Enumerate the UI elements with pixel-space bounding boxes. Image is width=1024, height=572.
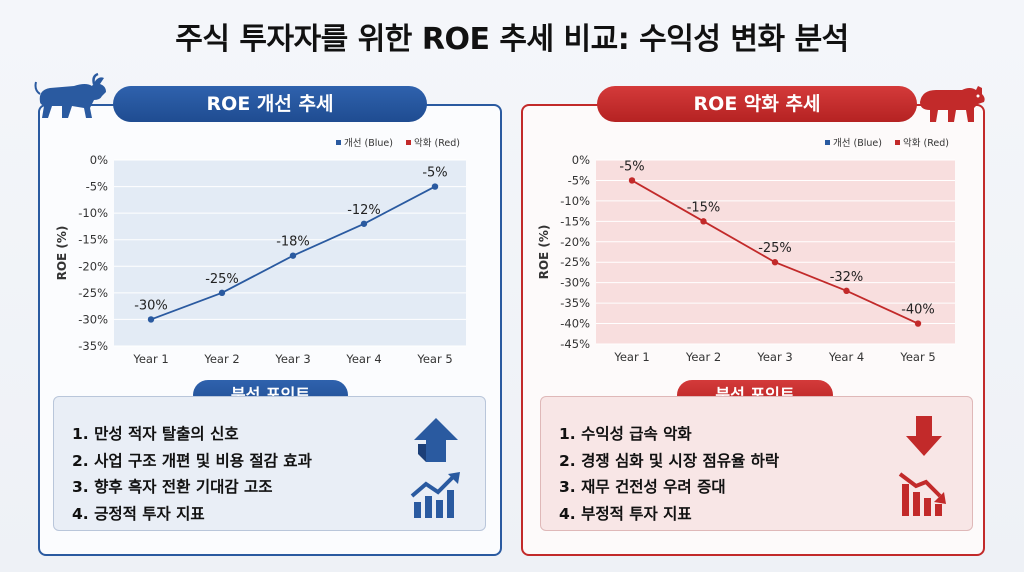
page-title: 주식 투자자를 위한 ROE 추세 비교: 수익성 변화 분석 [175, 22, 849, 57]
improvement-data-label: -30% [134, 298, 168, 313]
list-item: 1. 만성 적자 탈출의 신호 [72, 425, 239, 443]
deterioration-xtick-label: Year 4 [828, 350, 864, 364]
improvement-ytick-label: -25% [78, 286, 108, 300]
bull-icon [34, 72, 106, 118]
deterioration-data-label: -25% [758, 241, 792, 256]
improvement-legend-label: 개선 (Blue) [344, 138, 393, 149]
deterioration-xtick-label: Year 3 [756, 350, 792, 364]
improvement-ytick-label: -20% [78, 259, 108, 273]
improvement-xtick-label: Year 5 [416, 352, 452, 366]
improvement-data-label: -25% [205, 272, 239, 287]
list-item: 3. 향후 흑자 전환 기대감 고조 [72, 478, 273, 496]
deterioration-ytick-label: -45% [560, 337, 590, 351]
improvement-data-label: -18% [276, 235, 310, 250]
improvement-ytick-label: -30% [78, 312, 108, 326]
list-item: 4. 긍정적 투자 지표 [72, 504, 205, 523]
improvement-legend-swatch [406, 140, 411, 145]
improvement-ytick-label: -35% [78, 339, 108, 353]
improvement-legend-label: 악화 (Red) [414, 137, 460, 149]
deterioration-data-label: -5% [619, 159, 644, 174]
improvement-data-label: -12% [347, 203, 381, 218]
deterioration-legend-label: 개선 (Blue) [833, 138, 882, 149]
improvement-data-point [360, 220, 368, 227]
deterioration-ytick-label: -5% [568, 173, 590, 187]
list-item: 1. 수익성 급속 악화 [559, 425, 692, 443]
deterioration-ytick-label: -15% [560, 214, 590, 228]
improvement-chart: 0% -5% -10% -15% -20% -25% -30% -35% Year 1 Year … [55, 137, 466, 366]
improvement-plot-area [114, 160, 466, 346]
improvement-data-point [218, 289, 226, 297]
deterioration-data-point [914, 320, 922, 327]
improvement-points-list: 1. 만성 적자 탈출의 신호 2. 사업 구조 개편 및 비용 절감 효과 3… [72, 421, 312, 527]
deterioration-ytick-label: -20% [560, 235, 590, 249]
deterioration-ytick-label: -25% [560, 255, 590, 269]
deterioration-legend-label: 악화 (Red) [903, 137, 949, 149]
deterioration-legend-swatch [825, 140, 830, 145]
deterioration-points-box: 1. 수익성 급속 악화 2. 경쟁 심화 및 시장 점유율 하락 3. 재무 … [540, 396, 973, 531]
deterioration-xtick-label: Year 2 [685, 350, 721, 364]
deterioration-ytick-label: -30% [560, 276, 590, 290]
improvement-ytick-label: -15% [78, 233, 108, 247]
bear-icon [920, 86, 985, 122]
deterioration-points-list: 1. 수익성 급속 악화 2. 경쟁 심화 및 시장 점유율 하락 3. 재무 … [559, 421, 779, 527]
list-item: 4. 부정적 투자 지표 [559, 504, 692, 523]
improvement-data-label: -5% [422, 166, 447, 181]
improvement-ylabel: ROE (%) [55, 226, 69, 281]
improvement-ytick-label: -10% [78, 206, 108, 220]
up-arrow-icon [414, 418, 458, 462]
deterioration-data-point [628, 177, 636, 184]
improvement-xtick-label: Year 3 [274, 352, 310, 366]
deterioration-data-label: -40% [901, 303, 935, 318]
improvement-data-point [289, 252, 297, 259]
deterioration-data-point [771, 259, 779, 266]
deterioration-data-point [843, 287, 850, 295]
rising-chart-icon [410, 472, 460, 518]
deterioration-ytick-label: -35% [560, 296, 590, 310]
improvement-xtick-label: Year 4 [345, 352, 381, 366]
improvement-ytick-label: -5% [86, 180, 108, 194]
deterioration-ylabel: ROE (%) [537, 225, 551, 280]
deterioration-xtick-label: Year 5 [899, 350, 935, 364]
improvement-heading: ROE 개선 추세 [113, 86, 427, 122]
deterioration-ytick-label: -10% [560, 194, 590, 208]
improvement-xtick-label: Year 2 [203, 352, 239, 366]
deterioration-ytick-label: 0% [572, 153, 590, 167]
deterioration-data-point [700, 218, 707, 225]
deterioration-ytick-label: -40% [560, 317, 590, 331]
list-item: 2. 사업 구조 개편 및 비용 절감 효과 [72, 451, 312, 470]
improvement-data-point [147, 316, 155, 323]
list-item: 2. 경쟁 심화 및 시장 점유율 하락 [559, 451, 780, 470]
deterioration-data-label: -32% [830, 270, 864, 285]
deterioration-heading: ROE 악화 추세 [597, 86, 917, 122]
deterioration-data-label: -15% [687, 200, 721, 215]
deterioration-legend-swatch [895, 140, 900, 145]
down-arrow-icon [906, 416, 942, 456]
deterioration-chart: 0% -5% -10% -15% -20% -25% -30% -35% -40% -45% Yea… [537, 137, 955, 364]
improvement-ytick-label: 0% [90, 153, 108, 167]
falling-chart-icon [898, 472, 946, 516]
deterioration-xtick-label: Year 1 [613, 350, 649, 364]
improvement-points-box: 1. 만성 적자 탈출의 신호 2. 사업 구조 개편 및 비용 절감 효과 3… [53, 396, 486, 531]
improvement-data-point [431, 183, 439, 190]
improvement-xtick-label: Year 1 [132, 352, 168, 366]
improvement-legend-swatch [336, 140, 341, 145]
list-item: 3. 재무 건전성 우려 증대 [559, 478, 726, 496]
